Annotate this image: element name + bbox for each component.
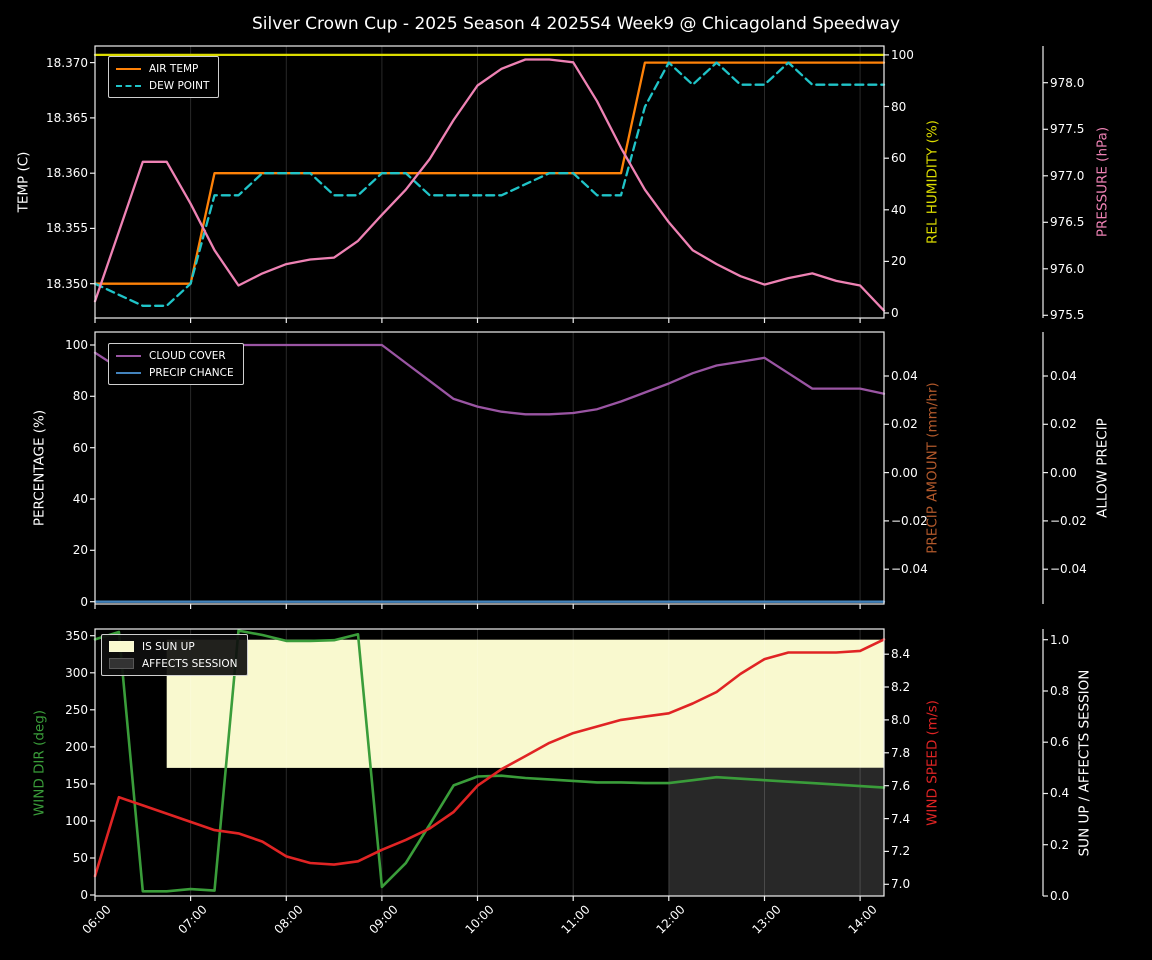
- y-tick-label: 0.8: [1050, 683, 1070, 698]
- y-tick-label: 976.0: [1050, 261, 1085, 276]
- axis-label-left: PERCENTAGE (%): [31, 409, 48, 527]
- y-tick-label: 8.0: [891, 712, 911, 727]
- y-tick-label: 7.6: [891, 778, 911, 793]
- axis-label-right-outer: PRESSURE (hPa): [1094, 126, 1111, 238]
- legend-swatch-icon: [116, 84, 141, 87]
- y-tick-label: 0.00: [1050, 465, 1077, 480]
- axis-label-right-inner: WIND SPEED (m/s): [924, 699, 941, 826]
- series-pressure: [93, 58, 886, 312]
- y-tick-label: 0.2: [1050, 837, 1070, 852]
- legend-item-label: PRECIP CHANCE: [149, 366, 234, 379]
- y-tick-label: 60: [72, 440, 88, 455]
- legend-item-label: DEW POINT: [149, 79, 210, 92]
- legend-item: AFFECTS SESSION: [109, 657, 238, 670]
- y-tick-label: 0.6: [1050, 735, 1070, 750]
- axis-label-right-inner: REL HUMIDITY (%): [924, 120, 941, 244]
- legend-item: AIR TEMP: [116, 62, 209, 75]
- y-tick-label: 18.355: [46, 221, 88, 236]
- axis-label-left: TEMP (C): [15, 151, 32, 213]
- series-dew-point: [93, 61, 886, 307]
- y-tick-label: 18.360: [46, 166, 88, 181]
- y-tick-label: 300: [65, 665, 88, 680]
- y-tick-label: −0.02: [1050, 513, 1087, 528]
- legend: IS SUN UP AFFECTS SESSION: [101, 634, 248, 676]
- legend-item-label: CLOUD COVER: [149, 349, 226, 362]
- y-tick-label: 250: [65, 702, 88, 717]
- legend-swatch-icon: [116, 354, 141, 357]
- series-air-temp: [93, 61, 886, 285]
- legend-item-label: AFFECTS SESSION: [142, 657, 238, 670]
- y-tick-label: 8.2: [891, 680, 911, 695]
- y-tick-label: 60: [891, 151, 907, 166]
- y-tick-label: 7.8: [891, 745, 911, 760]
- page-title: Silver Crown Cup - 2025 Season 4 2025S4 …: [251, 14, 901, 34]
- axis-label-right-outer: ALLOW PRECIP: [1094, 418, 1111, 518]
- y-tick-label: 7.0: [891, 877, 911, 892]
- y-tick-label: 0.02: [891, 417, 918, 432]
- legend-item: IS SUN UP: [109, 640, 238, 653]
- series-wind-speed: [93, 638, 886, 878]
- legend: CLOUD COVER PRECIP CHANCE: [108, 343, 244, 385]
- y-tick-label: −0.04: [1050, 562, 1087, 577]
- y-tick-label: −0.04: [891, 562, 928, 577]
- y-tick-label: 40: [891, 202, 907, 217]
- y-tick-label: 150: [65, 776, 88, 791]
- legend-item: CLOUD COVER: [116, 349, 234, 362]
- legend-item: PRECIP CHANCE: [116, 366, 234, 379]
- y-tick-label: 350: [65, 628, 88, 643]
- y-tick-label: 200: [65, 739, 88, 754]
- y-tick-label: 0.04: [1050, 368, 1077, 383]
- y-tick-label: 1.0: [1050, 632, 1070, 647]
- y-tick-label: 978.0: [1050, 75, 1085, 90]
- y-tick-label: 7.2: [891, 844, 911, 859]
- y-tick-label: 20: [72, 543, 88, 558]
- y-tick-label: 0: [80, 888, 88, 902]
- y-tick-label: 50: [72, 850, 88, 865]
- legend-swatch-icon: [116, 67, 141, 70]
- y-tick-label: 18.350: [46, 276, 88, 291]
- y-tick-label: 80: [72, 389, 88, 404]
- y-tick-label: 7.4: [891, 811, 911, 826]
- band-affects-session: [668, 767, 884, 896]
- band-is-sun-up: [166, 639, 884, 768]
- legend-swatch-icon: [116, 371, 141, 374]
- legend-item-label: IS SUN UP: [142, 640, 195, 653]
- axis-label-right-inner: PRECIP AMOUNT (mm/hr): [924, 382, 941, 554]
- y-tick-label: 976.5: [1050, 215, 1085, 230]
- y-tick-label: 100: [65, 813, 88, 828]
- y-tick-label: 100: [891, 47, 914, 62]
- y-tick-label: 0.04: [891, 368, 918, 383]
- legend-swatch-icon: [109, 641, 134, 652]
- y-tick-label: 18.370: [46, 55, 88, 70]
- y-tick-label: 0.00: [891, 465, 918, 480]
- axis-label-left: WIND DIR (deg): [31, 709, 48, 816]
- axis-label-right-outer: SUN UP / AFFECTS SESSION: [1076, 669, 1093, 856]
- y-tick-label: 100: [65, 337, 88, 352]
- y-tick-label: 0.02: [1050, 417, 1077, 432]
- y-tick-label: 40: [72, 492, 88, 506]
- y-tick-label: 977.0: [1050, 168, 1085, 183]
- y-tick-label: 0.0: [1050, 889, 1070, 903]
- y-tick-label: 0: [80, 594, 88, 609]
- y-tick-label: 975.5: [1050, 308, 1085, 323]
- legend-item: DEW POINT: [116, 79, 209, 92]
- y-tick-label: 8.4: [891, 647, 911, 662]
- y-tick-label: 18.365: [46, 110, 88, 125]
- legend: AIR TEMP DEW POINT: [108, 56, 220, 98]
- y-tick-label: 80: [891, 99, 907, 114]
- y-tick-label: 977.5: [1050, 122, 1085, 137]
- y-tick-label: 0: [891, 305, 899, 320]
- y-tick-label: 0.4: [1050, 786, 1070, 801]
- y-tick-label: −0.02: [891, 513, 928, 528]
- legend-item-label: AIR TEMP: [149, 62, 199, 75]
- legend-swatch-icon: [109, 658, 134, 669]
- y-tick-label: 20: [891, 254, 907, 269]
